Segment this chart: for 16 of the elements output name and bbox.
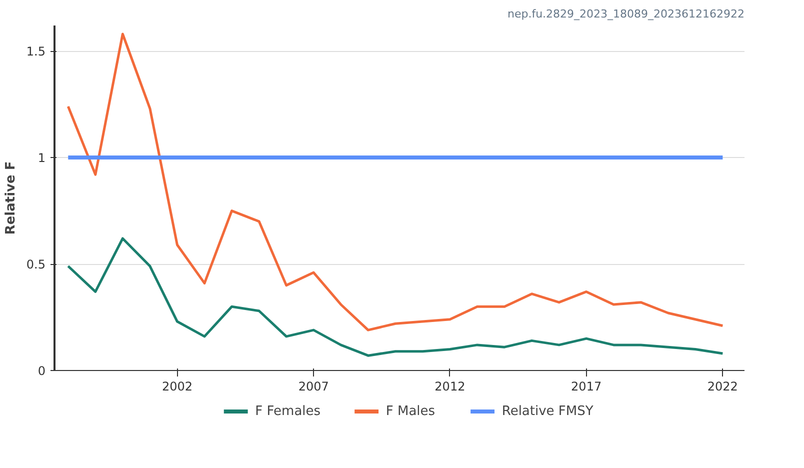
y-tick-label: 0.5 xyxy=(26,258,46,272)
legend-label: Relative FMSY xyxy=(502,404,594,419)
x-tick-label: 2002 xyxy=(162,380,193,394)
y-tick-label: 0 xyxy=(38,364,46,378)
y-tick-label: 1 xyxy=(38,151,46,166)
legend-label: F Females xyxy=(255,404,321,419)
x-tick-label: 2007 xyxy=(298,380,329,394)
text: nep.fu.2829_2023_18089_2023612162922 xyxy=(507,8,745,20)
y-tick-label: 1.5 xyxy=(26,44,46,59)
legend-label: F Males xyxy=(386,404,436,419)
line-series xyxy=(66,237,724,357)
line-series xyxy=(66,32,724,332)
x-tick-label: 2017 xyxy=(571,380,602,394)
x-tick-label: 2022 xyxy=(707,380,738,394)
x-tick-label: 2012 xyxy=(434,380,466,394)
y-axis-title: Relative F xyxy=(3,161,18,235)
